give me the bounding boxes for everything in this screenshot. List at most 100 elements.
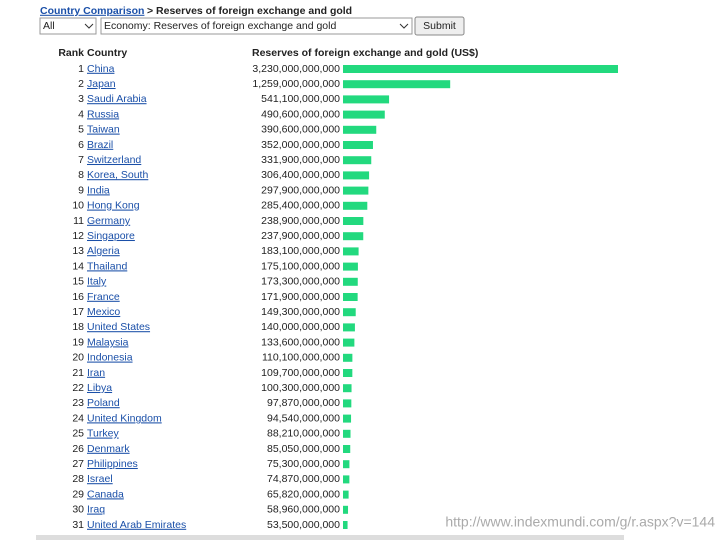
- value: 352,000,000,000: [261, 139, 340, 151]
- bar: [343, 156, 372, 165]
- rank: 21: [72, 367, 84, 379]
- rank: 15: [72, 276, 84, 288]
- country-link[interactable]: Turkey: [87, 428, 119, 440]
- rank: 2: [78, 78, 84, 90]
- country-link[interactable]: Singapore: [87, 230, 135, 242]
- bar: [343, 217, 364, 225]
- bar: [343, 277, 358, 286]
- bar: [343, 323, 355, 332]
- rank: 16: [72, 291, 84, 303]
- bar: [343, 445, 351, 453]
- country-link[interactable]: Mexico: [87, 306, 120, 318]
- bar: [343, 171, 370, 180]
- rank: 9: [78, 184, 84, 196]
- scrollbar: [36, 535, 624, 540]
- rank: 7: [78, 154, 84, 166]
- value: 331,900,000,000: [261, 154, 340, 166]
- country-link[interactable]: United States: [87, 321, 150, 333]
- rank: 1: [78, 63, 84, 75]
- value: 53,500,000,000: [267, 519, 340, 531]
- country-link[interactable]: Denmark: [87, 443, 130, 455]
- value: 110,100,000,000: [262, 352, 340, 364]
- value: 65,820,000,000: [267, 488, 340, 500]
- value: 85,050,000,000: [267, 443, 340, 455]
- country-link[interactable]: Poland: [87, 397, 120, 409]
- country-link[interactable]: Switzerland: [87, 154, 141, 166]
- country-link[interactable]: Saudi Arabia: [87, 93, 147, 105]
- bar: [343, 293, 358, 301]
- value: 97,870,000,000: [267, 397, 340, 409]
- country-link[interactable]: Iran: [87, 367, 105, 379]
- rank: 20: [72, 352, 84, 364]
- bar: [343, 95, 390, 104]
- value: 175,100,000,000: [261, 260, 340, 272]
- bar: [343, 201, 368, 210]
- rank: 22: [72, 382, 84, 394]
- rank: 28: [72, 473, 84, 485]
- value: 490,600,000,000: [261, 108, 340, 120]
- select-arrow: [84, 23, 94, 29]
- country-link[interactable]: Taiwan: [87, 124, 120, 136]
- rank: 23: [72, 397, 84, 409]
- bar: [343, 353, 353, 362]
- country-link[interactable]: Iraq: [87, 504, 105, 516]
- breadcrumb-link[interactable]: Country Comparison: [40, 5, 144, 17]
- bar: [343, 125, 377, 134]
- country-link[interactable]: United Arab Emirates: [87, 519, 186, 531]
- country-link[interactable]: Indonesia: [87, 352, 133, 364]
- bar: [343, 369, 353, 377]
- country-link[interactable]: France: [87, 291, 120, 303]
- bar: [343, 141, 373, 149]
- bar: [343, 414, 352, 423]
- breadcrumb-rest: > Reserves of foreign exchange and gold: [147, 5, 352, 17]
- country-link[interactable]: Germany: [87, 215, 131, 227]
- country-link[interactable]: Malaysia: [87, 336, 129, 348]
- rank: 19: [72, 336, 84, 348]
- country-link[interactable]: India: [87, 184, 110, 196]
- submit-label: Submit: [423, 20, 456, 32]
- bar: [343, 490, 349, 499]
- country-link[interactable]: Israel: [87, 473, 113, 485]
- value: 238,900,000,000: [261, 215, 340, 227]
- rank: 17: [72, 306, 84, 318]
- value: 237,900,000,000: [261, 230, 340, 242]
- country-link[interactable]: Thailand: [87, 260, 127, 272]
- country-link[interactable]: Italy: [87, 276, 107, 288]
- bar: [343, 429, 351, 438]
- rank: 29: [72, 488, 84, 500]
- country-link[interactable]: Brazil: [87, 139, 113, 151]
- rank: 12: [72, 230, 84, 242]
- bar: [343, 399, 352, 408]
- field-select[interactable]: [100, 17, 413, 35]
- rank: 30: [72, 504, 84, 516]
- bar: [343, 384, 352, 393]
- header-value: Reserves of foreign exchange and gold (U…: [252, 47, 478, 59]
- country-link[interactable]: Canada: [87, 488, 124, 500]
- country-link[interactable]: Korea, South: [87, 169, 148, 181]
- country-link[interactable]: China: [87, 63, 115, 75]
- country-link[interactable]: Hong Kong: [87, 200, 140, 212]
- country-link[interactable]: Japan: [87, 78, 116, 90]
- value: 3,230,000,000,000: [252, 63, 340, 75]
- country-link[interactable]: United Kingdom: [87, 412, 162, 424]
- rank: 24: [72, 412, 84, 424]
- bar: [343, 232, 364, 241]
- country-link[interactable]: Libya: [87, 382, 112, 394]
- rank: 8: [78, 169, 84, 181]
- rank: 10: [72, 200, 84, 212]
- bar: [343, 308, 356, 317]
- value: 285,400,000,000: [261, 200, 340, 212]
- value: 94,540,000,000: [267, 412, 340, 424]
- value: 133,600,000,000: [261, 336, 340, 348]
- submit-button[interactable]: [414, 16, 465, 36]
- region-select[interactable]: [39, 17, 97, 35]
- rank: 13: [72, 245, 84, 257]
- bar: [343, 110, 385, 119]
- source-url: http://www.indexmundi.com/g/r.aspx?v=144: [445, 514, 715, 530]
- country-link[interactable]: Philippines: [87, 458, 138, 470]
- value: 74,870,000,000: [267, 473, 340, 485]
- bar: [343, 247, 359, 256]
- select-arrow: [399, 23, 409, 29]
- country-link[interactable]: Algeria: [87, 245, 120, 257]
- country-link[interactable]: Russia: [87, 108, 119, 120]
